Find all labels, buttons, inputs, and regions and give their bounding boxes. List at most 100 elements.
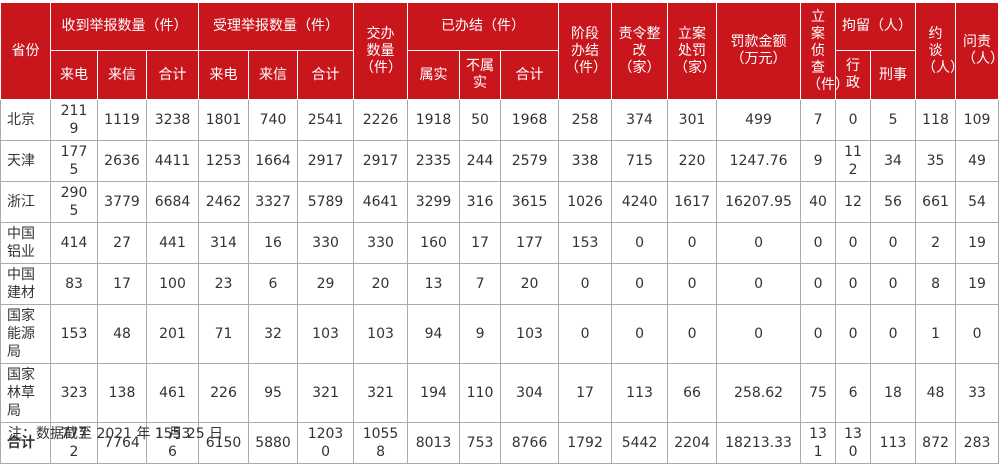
sub-header: 刑事	[870, 50, 917, 100]
cell: 16207.95	[716, 181, 802, 223]
cell: 2541	[297, 99, 355, 141]
cell: 304	[500, 363, 560, 423]
cell: 301	[667, 99, 718, 141]
cell: 48	[915, 363, 957, 423]
cell: 5442	[611, 422, 669, 464]
cell: 34	[870, 140, 917, 182]
column-header: 罚款金额（万元）	[716, 2, 802, 100]
cell: 338	[558, 140, 613, 182]
cell: 2	[915, 222, 957, 264]
cell: 33	[955, 363, 1000, 423]
cell: 48	[97, 304, 147, 364]
cell: 1801	[198, 99, 250, 141]
cell: 2204	[667, 422, 718, 464]
cell: 461	[145, 363, 200, 423]
sub-header: 不属实	[459, 50, 502, 100]
cell: 226	[198, 363, 250, 423]
cell: 0	[800, 222, 837, 264]
column-header: 阶段办结（件）	[558, 2, 613, 100]
row-label: 浙江	[0, 181, 51, 223]
cell: 1792	[558, 422, 613, 464]
cell: 499	[716, 99, 802, 141]
cell: 4411	[145, 140, 200, 182]
cell: 9	[800, 140, 837, 182]
group-header: 受理举报数量（件）	[198, 2, 355, 51]
cell: 321	[297, 363, 355, 423]
cell: 13	[407, 263, 461, 305]
sub-header: 属实	[407, 50, 461, 100]
cell: 283	[955, 422, 1000, 464]
data-row: 北京 2119 1119 3238 1801 740 2541 2226 1918 50 1968 2…	[0, 99, 1000, 141]
cell: 5789	[297, 181, 355, 223]
cell: 66	[667, 363, 718, 423]
cell: 0	[611, 304, 669, 364]
cell: 2917	[297, 140, 355, 182]
cell: 131	[800, 422, 837, 464]
cell: 177	[500, 222, 560, 264]
cell: 1918	[407, 99, 461, 141]
cell: 20	[353, 263, 409, 305]
cell: 17	[558, 363, 613, 423]
cell: 1	[915, 304, 957, 364]
cell: 19	[955, 263, 1000, 305]
cell: 103	[500, 304, 560, 364]
header-row: 省份 收到举报数量（件） 受理举报数量（件） 交办数量（件） 已办结（件） 阶段办结（件）…	[0, 2, 1000, 100]
cell: 330	[297, 222, 355, 264]
data-row: 天津 1775 2636 4411 1253 1664 2917 2917 2335 244 257…	[0, 140, 1000, 182]
cell: 23	[198, 263, 250, 305]
cell: 35	[915, 140, 957, 182]
cell: 258	[558, 99, 613, 141]
sub-header: 合计	[500, 50, 560, 100]
cell: 103	[297, 304, 355, 364]
cell: 0	[558, 263, 613, 305]
sub-header: 合计	[297, 50, 355, 100]
cell: 244	[459, 140, 502, 182]
sub-header: 来电	[50, 50, 98, 100]
cell: 56	[870, 181, 917, 223]
cell: 5	[870, 99, 917, 141]
cell: 740	[248, 99, 299, 141]
cell: 330	[353, 222, 409, 264]
cell: 0	[667, 304, 718, 364]
cell: 113	[870, 422, 917, 464]
data-row: 中国铝业 414 27 441 314 16 330 330 160 17 177 153 0 0 0 0 0 0…	[0, 222, 1000, 264]
cell: 153	[50, 304, 98, 364]
sub-header: 合计	[145, 50, 200, 100]
header-subrow: 来电 来信 合计 来电 来信 合计 属实 不属实 合计 行政 刑事	[1, 50, 999, 100]
cell: 0	[870, 304, 917, 364]
cell: 3779	[97, 181, 147, 223]
row-label: 中国铝业	[0, 222, 51, 264]
column-header: 约谈（人）	[915, 2, 964, 100]
cell: 715	[611, 140, 669, 182]
group-header: 拘留（人）	[835, 2, 917, 51]
sub-header: 行政	[835, 50, 872, 100]
cell: 160	[407, 222, 461, 264]
cell: 3327	[248, 181, 299, 223]
cell: 4240	[611, 181, 669, 223]
cell: 18	[870, 363, 917, 423]
row-label: 北京	[0, 99, 51, 141]
cell: 12030	[297, 422, 355, 464]
cell: 16	[248, 222, 299, 264]
cell: 0	[716, 222, 802, 264]
cell: 0	[870, 263, 917, 305]
cell: 0	[667, 222, 718, 264]
cell: 54	[955, 181, 1000, 223]
cell: 9	[459, 304, 502, 364]
cell: 113	[611, 363, 669, 423]
cell: 109	[955, 99, 1000, 141]
data-row: 中国建材 83 17 100 23 6 29 20 13 7 20 0 0 0 0 0 0 0 8 19	[0, 263, 1000, 305]
column-header: 责令整改（家）	[611, 2, 669, 100]
row-label: 国家林草局	[0, 363, 51, 423]
cell: 661	[915, 181, 957, 223]
data-row: 国家林草局 323 138 461 226 95 321 321 194 110 304 17 113 6…	[0, 363, 1000, 423]
cell: 258.62	[716, 363, 802, 423]
cell: 2226	[353, 99, 409, 141]
column-header: 立案处罚（家）	[667, 2, 718, 100]
row-label: 国家能源局	[0, 304, 51, 364]
cell: 316	[459, 181, 502, 223]
cell: 75	[800, 363, 837, 423]
cell: 2579	[500, 140, 560, 182]
cell: 1119	[97, 99, 147, 141]
